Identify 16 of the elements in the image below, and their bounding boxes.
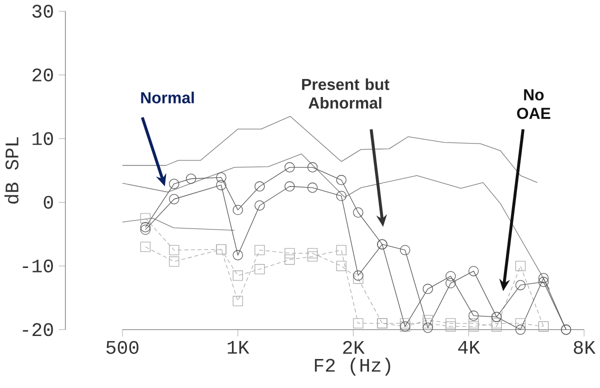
annotation: Present but Abnormal: [302, 78, 390, 109]
x-tick-label: 500: [106, 340, 138, 354]
y-axis-title: dB SPL: [4, 137, 19, 204]
y-tick-label: 10: [32, 132, 53, 146]
annotation: No OAE: [517, 89, 550, 119]
x-tick-label: 4K: [458, 340, 480, 354]
x-axis-title: F2 (Hz): [314, 358, 390, 376]
annotation: Normal: [141, 92, 194, 104]
y-tick-label: 0: [44, 196, 53, 209]
x-tick-label: 2K: [343, 340, 365, 354]
x-tick-label: 8K: [574, 340, 596, 354]
y-tick-label: -20: [22, 323, 53, 336]
y-tick-label: 30: [32, 4, 53, 18]
y-tick-label: 20: [32, 68, 53, 82]
x-tick-label: 1K: [228, 340, 250, 354]
y-tick-label: -10: [22, 259, 53, 272]
